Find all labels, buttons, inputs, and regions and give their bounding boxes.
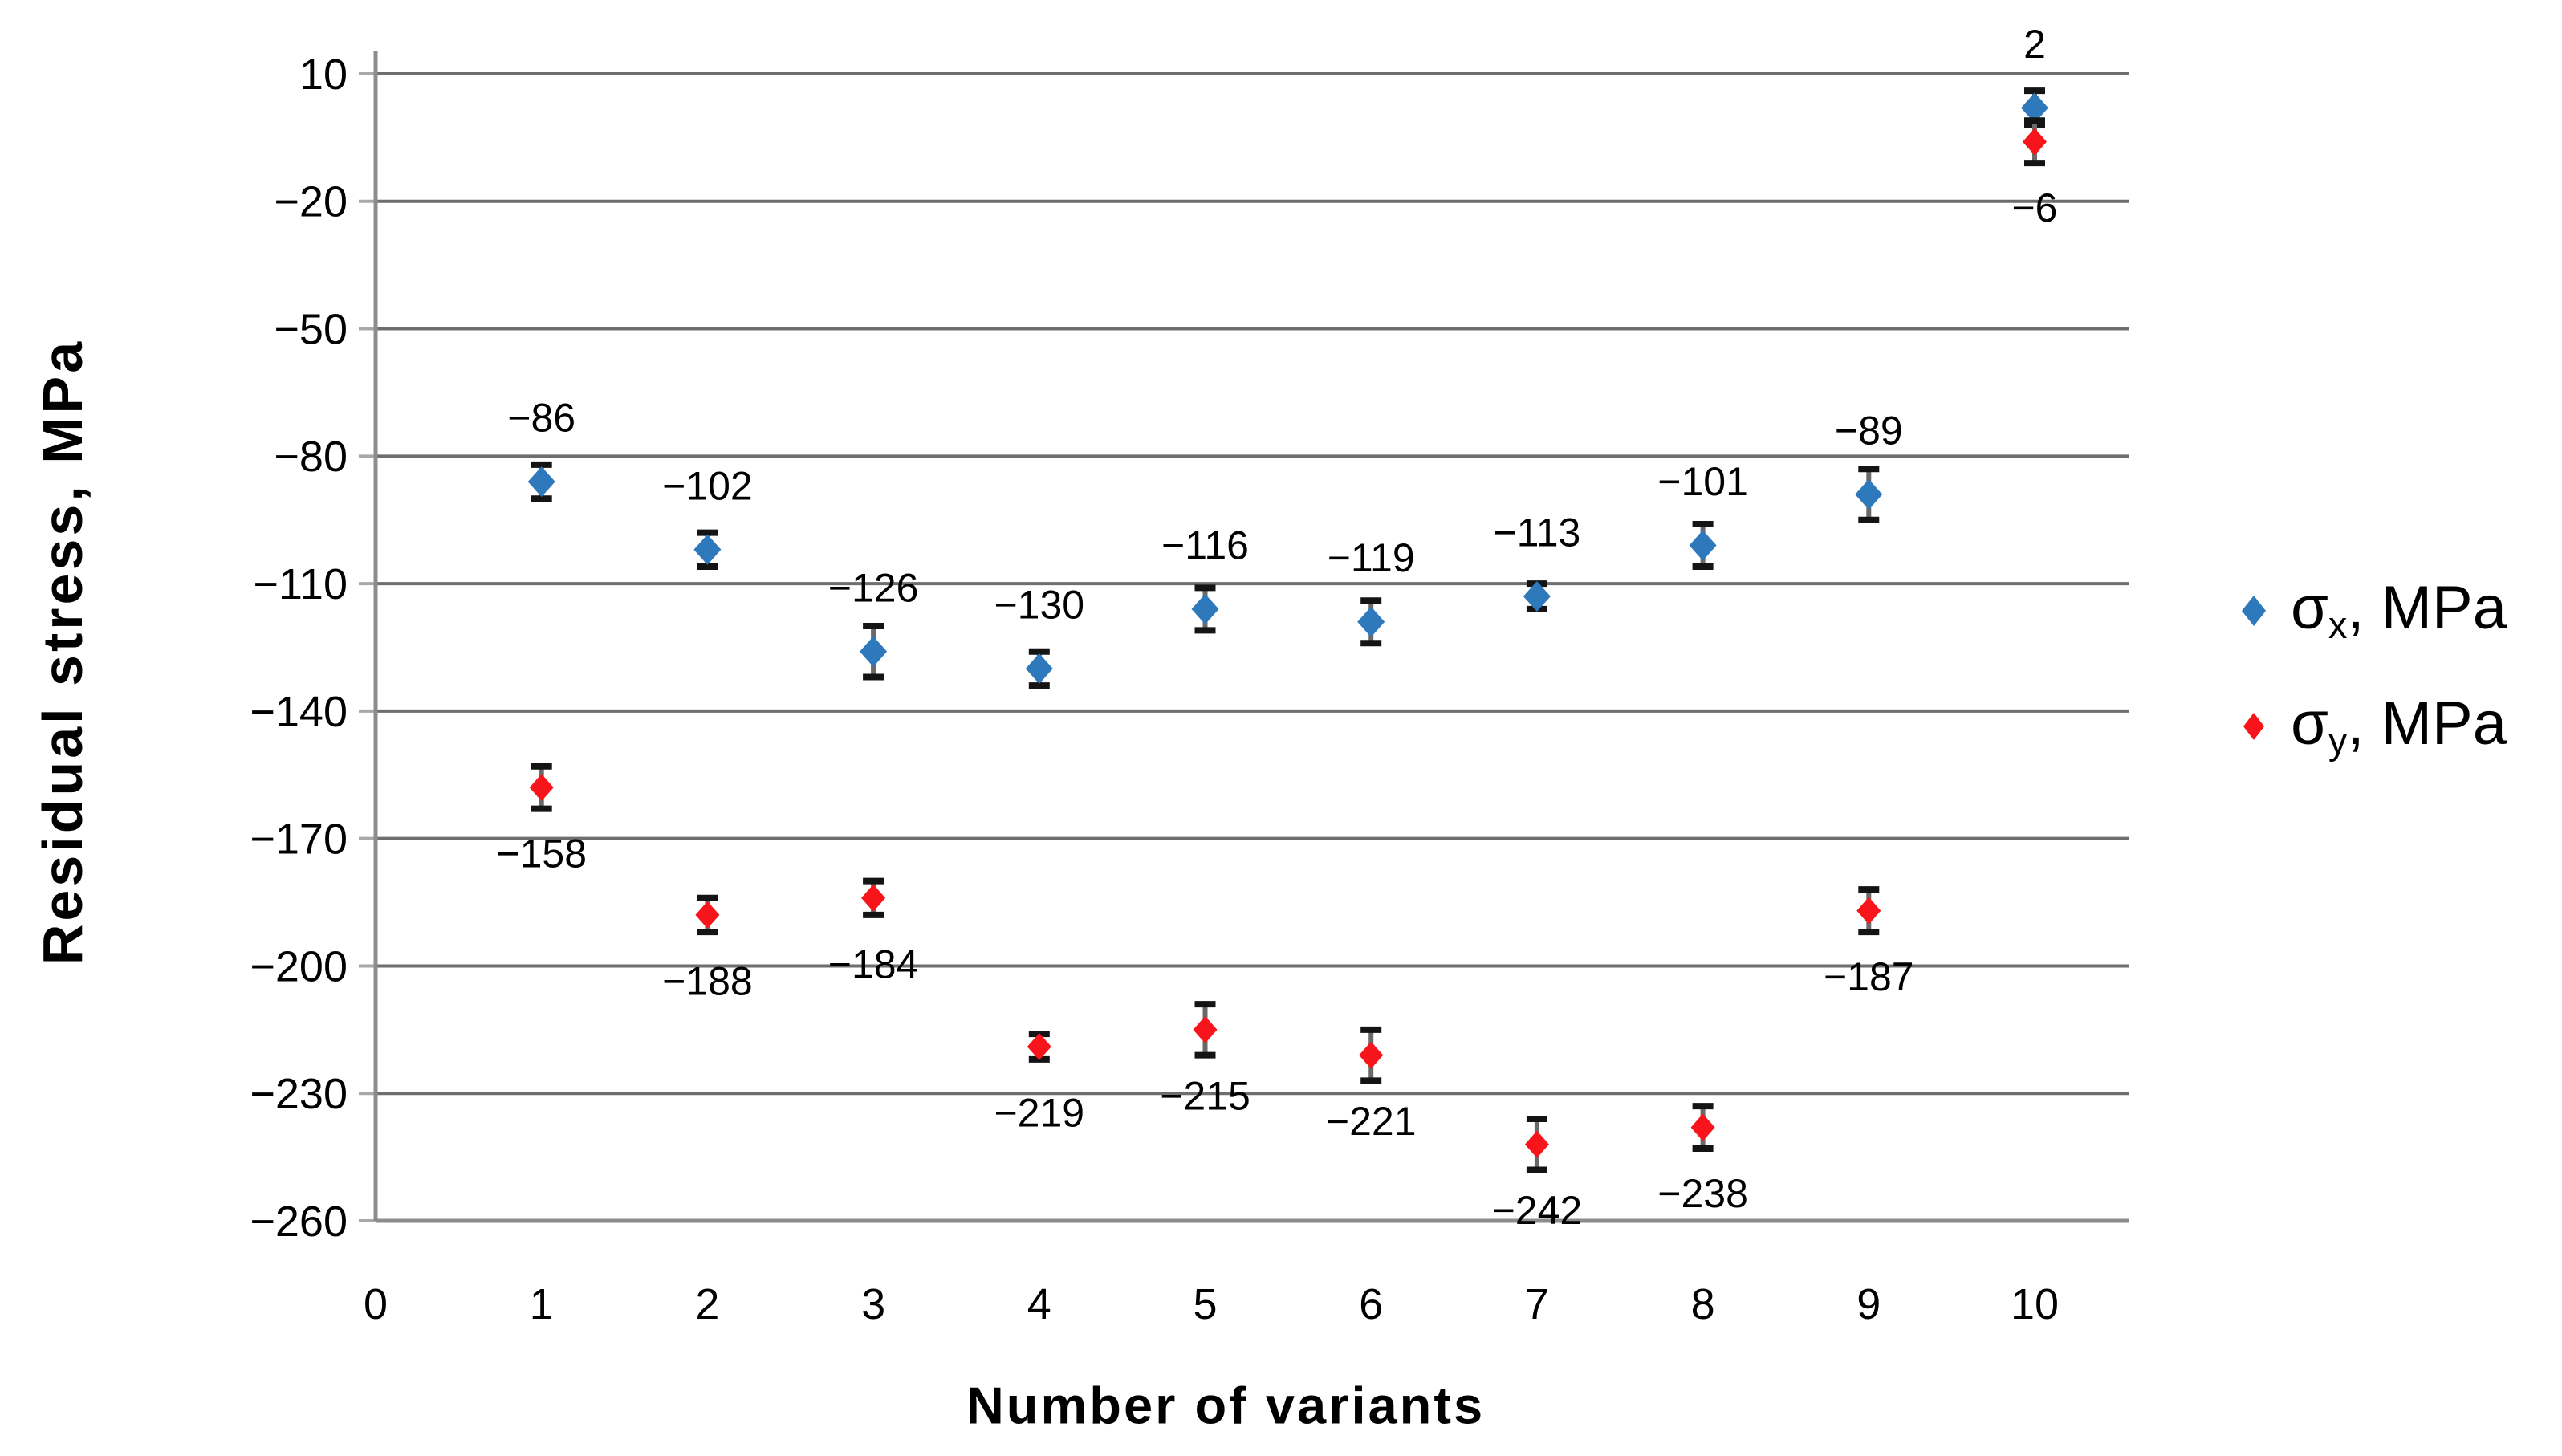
data-label-sx-4: −130 [994, 582, 1084, 627]
x-tick-label-9: 9 [1856, 1280, 1881, 1328]
data-label-sy-8: −238 [1657, 1171, 1748, 1216]
marker-sy-6 [1359, 1041, 1384, 1069]
y-tick-label--110: −110 [253, 560, 348, 608]
marker-sy-4 [1027, 1033, 1051, 1061]
marker-sy-9 [1856, 897, 1881, 925]
legend: σx, MPa σy, MPa [2236, 567, 2507, 771]
x-tick-label-2: 2 [695, 1280, 719, 1328]
y-tick-label--230: −230 [250, 1070, 348, 1118]
data-label-sy-3: −184 [828, 942, 919, 986]
x-tick-label-0: 0 [364, 1280, 388, 1328]
y-tick-label-10: 10 [299, 51, 348, 99]
legend-item-sigma-x: σx, MPa [2236, 567, 2507, 655]
data-label-sx-6: −119 [1328, 535, 1415, 580]
legend-label-sigma-x: σx, MPa [2291, 574, 2507, 646]
marker-sx-7 [1523, 580, 1551, 612]
marker-sy-3 [861, 884, 886, 912]
legend-label-sigma-y: σy, MPa [2291, 689, 2507, 762]
legend-marker-sigma-y-icon [2243, 713, 2264, 740]
data-label-sx-10: 2 [2023, 22, 2046, 67]
marker-sx-9 [1855, 478, 1883, 510]
marker-sx-1 [527, 466, 555, 498]
marker-sy-7 [1524, 1130, 1549, 1158]
data-label-sx-2: −102 [662, 463, 753, 508]
marker-sx-10 [2021, 92, 2048, 124]
data-label-sx-9: −89 [1835, 408, 1903, 453]
data-label-sy-9: −187 [1824, 954, 1914, 999]
x-tick-label-4: 4 [1027, 1280, 1051, 1328]
marker-sy-1 [529, 774, 554, 802]
data-label-sx-8: −101 [1657, 459, 1748, 504]
x-tick-label-6: 6 [1359, 1280, 1383, 1328]
marker-sx-2 [693, 534, 722, 565]
y-axis-title: Residual stress, MPa [31, 338, 94, 966]
legend-marker-sigma-x-icon [2242, 596, 2266, 626]
data-label-sx-3: −126 [828, 565, 919, 610]
marker-sx-8 [1689, 530, 1717, 561]
marker-sx-3 [860, 636, 888, 667]
marker-sy-2 [695, 901, 720, 929]
x-tick-label-1: 1 [530, 1280, 554, 1328]
y-tick-label--80: −80 [274, 433, 348, 481]
y-tick-label--140: −140 [250, 688, 348, 736]
data-label-sy-10: −6 [2011, 185, 2057, 230]
data-label-sy-6: −221 [1326, 1099, 1417, 1144]
marker-sx-5 [1191, 593, 1219, 624]
y-tick-label--20: −20 [274, 178, 348, 226]
y-tick-label--50: −50 [274, 305, 348, 353]
marker-sx-6 [1357, 606, 1385, 637]
x-tick-label-7: 7 [1525, 1280, 1549, 1328]
data-label-sy-7: −242 [1492, 1188, 1583, 1233]
data-label-sy-1: −158 [496, 832, 587, 876]
legend-item-sigma-y: σy, MPa [2236, 682, 2507, 771]
y-tick-label--260: −260 [250, 1198, 348, 1246]
x-axis-title: Number of variants [966, 1376, 1486, 1435]
x-tick-label-3: 3 [861, 1280, 885, 1328]
data-label-sy-2: −188 [662, 958, 753, 1003]
data-label-sy-5: −215 [1160, 1073, 1250, 1118]
marker-sy-5 [1193, 1015, 1218, 1043]
data-label-sy-4: −219 [994, 1091, 1084, 1136]
x-tick-label-8: 8 [1691, 1280, 1715, 1328]
y-tick-label--200: −200 [250, 942, 348, 990]
data-label-sx-5: −116 [1161, 523, 1249, 567]
marker-sy-8 [1690, 1113, 1715, 1141]
marker-sx-4 [1025, 653, 1053, 684]
marker-sy-10 [2023, 128, 2047, 156]
y-tick-label--170: −170 [250, 815, 348, 864]
x-tick-label-5: 5 [1193, 1280, 1217, 1328]
data-label-sx-1: −86 [507, 396, 575, 441]
data-label-sx-7: −113 [1493, 510, 1580, 555]
x-tick-label-10: 10 [2011, 1280, 2059, 1328]
